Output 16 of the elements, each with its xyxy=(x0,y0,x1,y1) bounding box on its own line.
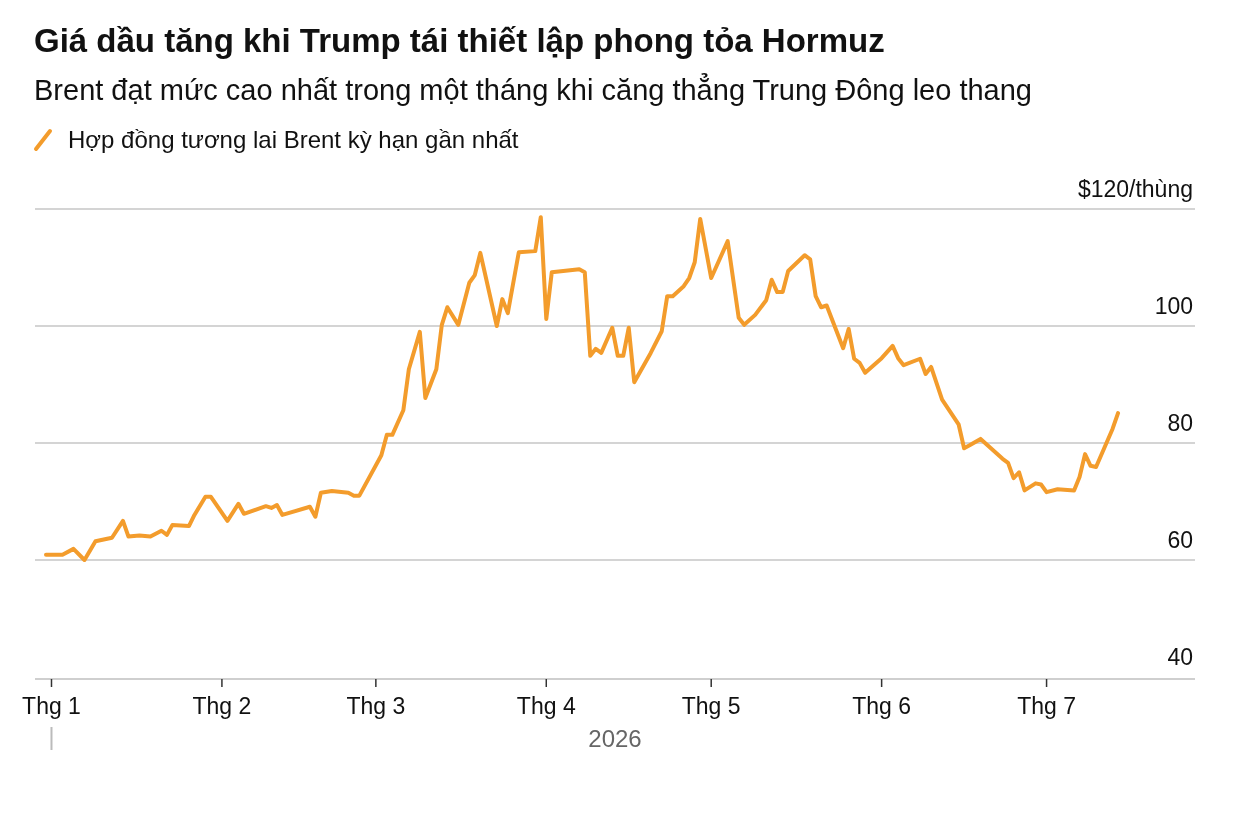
y-tick-label: 80 xyxy=(1167,410,1193,436)
y-tick-label: $120/thùng xyxy=(1077,176,1193,202)
x-tick-label: Thg 5 xyxy=(681,693,741,719)
chart-title: Giá dầu tăng khi Trump tái thiết lập phong tỏa Hormuz xyxy=(34,22,885,59)
chart-subtitle: Brent đạt mức cao nhất trong một tháng khi căng thẳng Trung Đông leo thang xyxy=(34,73,1032,106)
x-tick-label: Thg 3 xyxy=(346,693,406,719)
legend-label: Hợp đồng tương lai Brent kỳ hạn gần nhất xyxy=(68,126,519,153)
x-tick-label: Thg 1 xyxy=(22,693,81,719)
y-tick-label: 40 xyxy=(1167,644,1193,670)
x-tick-label: Thg 7 xyxy=(1017,693,1076,719)
x-tick-label: Thg 4 xyxy=(516,693,576,719)
y-tick-label: 100 xyxy=(1154,293,1193,319)
y-tick-label: 60 xyxy=(1167,527,1193,553)
x-tick-label: Thg 2 xyxy=(192,693,252,719)
x-axis-title: 2026 xyxy=(588,725,642,752)
x-tick-label: Thg 6 xyxy=(852,693,912,719)
